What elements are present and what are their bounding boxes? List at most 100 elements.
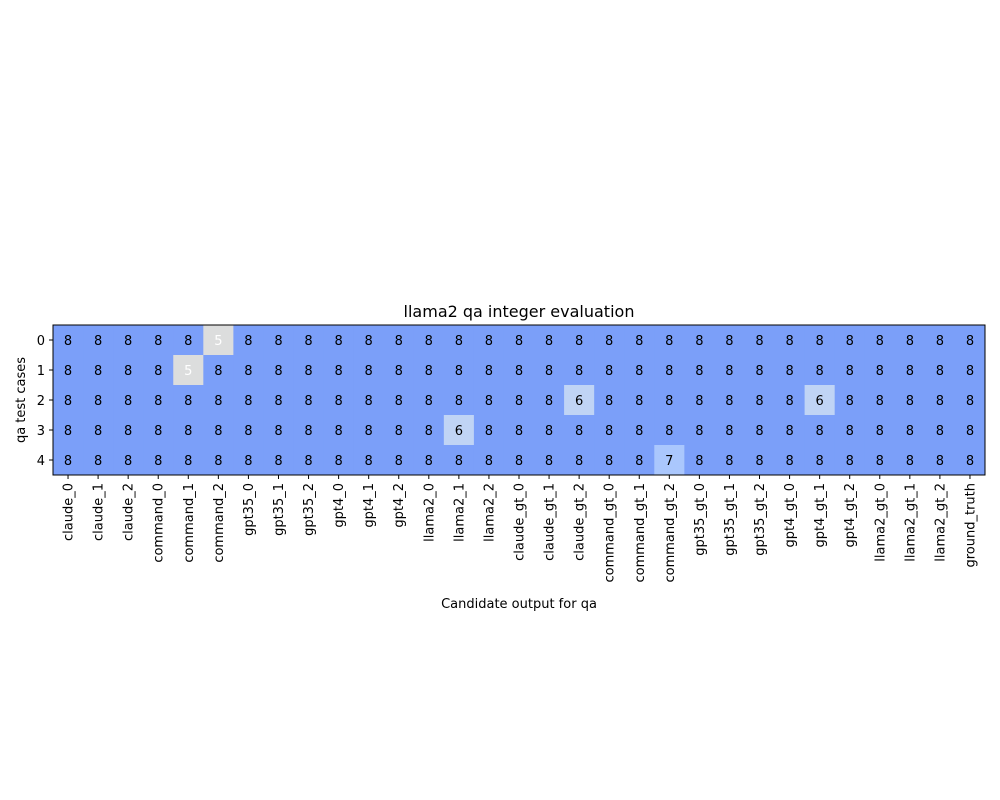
cell-value-label: 8: [244, 454, 252, 469]
heatmap-cell: [263, 355, 295, 386]
heatmap-cell: [654, 415, 685, 446]
heatmap-cell: [323, 355, 355, 386]
heatmap-cell: [53, 355, 84, 386]
heatmap-cell: [594, 355, 625, 386]
heatmap-cell: [714, 415, 745, 446]
cell-value-label: 8: [455, 394, 463, 409]
cell-value-label: 8: [816, 454, 824, 469]
heatmap-cell: [413, 445, 445, 476]
cell-value-label: 8: [545, 424, 553, 439]
heatmap-cell: [293, 355, 325, 386]
heatmap-cell: [113, 385, 144, 416]
x-tick-label: llama2_2: [482, 483, 497, 542]
heatmap-cell: [564, 355, 595, 386]
heatmap-cell: [233, 355, 264, 386]
heatmap-cell: [624, 415, 655, 446]
cell-value-label: 8: [515, 454, 523, 469]
cell-value-label: 8: [124, 424, 132, 439]
cell-value-label: 8: [665, 364, 673, 379]
heatmap-cell: [173, 325, 204, 356]
cell-value-label: 8: [545, 394, 553, 409]
heatmap-cell: [143, 385, 174, 416]
heatmap-cell: [774, 415, 806, 446]
heatmap-cell: [954, 385, 986, 416]
heatmap-cell: [954, 415, 986, 446]
heatmap-cell: [353, 415, 385, 446]
cell-value-label: 8: [846, 364, 854, 379]
cell-value-label: 8: [695, 334, 703, 349]
heatmap-cell: [203, 445, 234, 476]
heatmap-cell: [383, 325, 415, 356]
heatmap-cell: [684, 325, 715, 356]
x-tick-label: gpt35_1: [272, 483, 287, 536]
y-tick-label: 3: [37, 424, 45, 439]
cell-value-label: 8: [184, 424, 192, 439]
cell-value-label: 8: [545, 334, 553, 349]
cell-value-label: 8: [365, 394, 373, 409]
x-tick-label: command_2: [212, 483, 227, 563]
heatmap-cell: [443, 415, 475, 446]
cell-value-label: 8: [936, 334, 944, 349]
x-tick-label: gpt4_gt_0: [783, 483, 798, 548]
cell-value-label: 8: [846, 394, 854, 409]
heatmap-cell: [293, 385, 325, 416]
heatmap-cell: [534, 325, 565, 356]
heatmap-cell: [383, 415, 415, 446]
cell-value-label: 8: [635, 394, 643, 409]
x-tick-label: llama2_gt_2: [933, 483, 948, 562]
cell-value-label: 8: [695, 364, 703, 379]
heatmap-cell: [53, 325, 84, 356]
cell-value-label: 8: [725, 394, 733, 409]
cell-value-label: 8: [605, 424, 613, 439]
y-axis-ticks: 0 1 2 3 4: [37, 334, 53, 469]
heatmap-cell: [774, 325, 806, 356]
y-axis-label: qa test cases: [14, 357, 29, 443]
x-tick-label: ground_truth: [963, 483, 978, 568]
x-tick-label: gpt35_0: [242, 483, 257, 536]
cell-value-label: 6: [575, 394, 583, 409]
heatmap-cell: [353, 325, 385, 356]
cell-value-label: 8: [725, 334, 733, 349]
cell-value-label: 8: [876, 424, 884, 439]
cell-value-label: 8: [154, 454, 162, 469]
heatmap-cell: [714, 355, 745, 386]
cell-value-label: 8: [515, 334, 523, 349]
cell-value-label: 8: [725, 454, 733, 469]
cell-value-label: 8: [94, 334, 102, 349]
heatmap-cell: [83, 445, 114, 476]
cell-value-label: 8: [154, 424, 162, 439]
cell-value-label: 8: [365, 424, 373, 439]
cell-value-label: 8: [846, 424, 854, 439]
heatmap-cell: [173, 415, 204, 446]
x-tick-label: command_gt_1: [633, 483, 648, 583]
heatmap-cell: [83, 415, 114, 446]
x-tick-label: gpt4_0: [332, 483, 347, 528]
heatmap-cell: [323, 415, 355, 446]
cell-value-label: 8: [545, 364, 553, 379]
cell-value-label: 8: [365, 454, 373, 469]
heatmap-cell: [774, 355, 806, 386]
cell-value-label: 8: [455, 334, 463, 349]
cell-value-label: 8: [936, 454, 944, 469]
cell-value-label: 8: [304, 394, 312, 409]
x-tick-label: command_0: [152, 483, 167, 563]
cell-value-label: 8: [304, 454, 312, 469]
x-tick-label: gpt4_2: [392, 483, 407, 528]
x-tick-label: gpt35_gt_0: [693, 483, 708, 556]
heatmap-cell: [263, 415, 295, 446]
heatmap-cell: [503, 415, 535, 446]
heatmap-cell: [413, 415, 445, 446]
cell-value-label: 8: [64, 424, 72, 439]
heatmap-cell: [744, 385, 776, 416]
cell-value-label: 8: [455, 364, 463, 379]
x-tick-label: llama2_1: [452, 483, 467, 542]
cell-value-label: 8: [334, 334, 342, 349]
cell-value-label: 8: [665, 394, 673, 409]
cell-value-label: 8: [846, 454, 854, 469]
cell-value-label: 8: [665, 424, 673, 439]
cell-value-label: 6: [455, 424, 463, 439]
heatmap-cell: [503, 385, 535, 416]
heatmap-cell: [53, 385, 84, 416]
heatmap-cell: [473, 325, 505, 356]
cell-value-label: 8: [575, 334, 583, 349]
